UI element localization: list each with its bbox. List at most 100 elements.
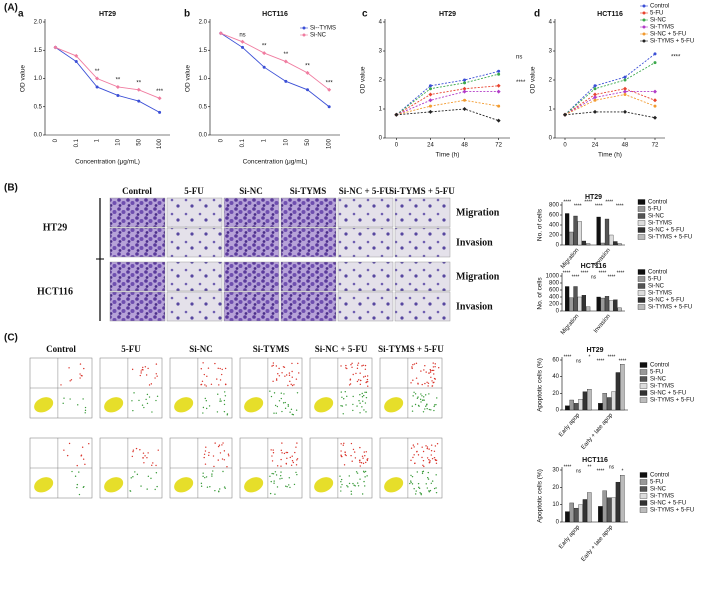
legend-swatch (637, 220, 646, 226)
legend-label: Si-NC (650, 377, 667, 383)
bar (569, 502, 574, 523)
event-dot (347, 486, 349, 488)
event-dot (281, 452, 283, 454)
event-dot (417, 482, 420, 485)
bar (620, 475, 625, 523)
event-dot (203, 453, 206, 455)
chart-title: HT29 (586, 347, 603, 354)
event-dot (152, 462, 154, 464)
event-dot (433, 404, 436, 406)
event-dot (282, 366, 285, 368)
event-dot (285, 462, 287, 465)
annotation: ns (239, 32, 245, 38)
event-dot (412, 456, 414, 459)
column-header: Si-TYMS + 5-FU (378, 344, 444, 354)
event-dot (154, 488, 156, 491)
x-tick-label: 1 (95, 138, 101, 142)
bar (581, 295, 587, 312)
event-dot (350, 442, 353, 445)
event-dot (289, 411, 291, 413)
legend-label: Si-NC (310, 33, 327, 39)
event-dot (352, 409, 354, 412)
event-dot (285, 451, 287, 454)
event-dot (221, 444, 223, 446)
event-dot (77, 404, 79, 406)
event-dot (69, 398, 71, 400)
event-dot (348, 475, 350, 477)
event-dot (421, 395, 423, 397)
chart-letter: a (18, 9, 24, 20)
bar (565, 511, 570, 523)
point (95, 76, 100, 81)
event-dot (359, 465, 361, 467)
event-dot (200, 482, 203, 485)
event-dot (223, 450, 226, 452)
event-dot (364, 470, 367, 473)
event-dot (69, 380, 71, 382)
event-dot (416, 450, 418, 453)
event-dot (156, 395, 159, 397)
event-dot (203, 456, 205, 459)
annotation: **** (563, 270, 571, 276)
point (593, 109, 597, 114)
annotation: ns (516, 54, 522, 60)
event-dot (362, 364, 364, 366)
event-dot (209, 486, 211, 488)
micrograph (109, 291, 166, 322)
event-dot (293, 384, 295, 386)
legend-label: Control (650, 4, 669, 10)
event-dot (271, 460, 274, 462)
x-tick-label: 72 (652, 143, 659, 149)
event-dot (430, 369, 432, 372)
point (428, 87, 432, 91)
event-dot (145, 374, 148, 376)
event-dot (359, 394, 361, 396)
micrograph (166, 261, 223, 292)
event-dot (413, 454, 415, 456)
annotation: ns (609, 464, 615, 470)
legend-label: Si-TYMS (650, 494, 674, 500)
event-dot (340, 490, 342, 492)
event-dot (364, 391, 366, 393)
event-dot (433, 487, 436, 490)
legend-swatch (642, 39, 646, 43)
event-dot (79, 373, 81, 375)
event-dot (223, 459, 226, 461)
bar (596, 216, 601, 246)
event-dot (431, 380, 433, 382)
event-dot (84, 463, 86, 466)
micrograph (337, 261, 394, 292)
event-dot (419, 398, 422, 401)
event-dot (433, 377, 436, 380)
event-dot (362, 462, 365, 465)
event-dot (351, 366, 353, 369)
event-dot (148, 384, 151, 386)
event-dot (66, 454, 69, 457)
event-dot (340, 480, 342, 483)
point (74, 60, 78, 64)
y-tick-label: 800 (549, 281, 560, 287)
point (623, 75, 627, 79)
event-dot (361, 392, 363, 395)
event-dot (271, 455, 273, 457)
event-dot (421, 471, 424, 473)
point (394, 112, 399, 117)
event-dot (424, 382, 426, 385)
event-dot (288, 372, 291, 374)
annotation: **** (616, 203, 624, 209)
legend-swatch (637, 304, 646, 310)
event-dot (411, 410, 414, 412)
y-tick-label: 1 (379, 107, 383, 113)
series-line (220, 32, 330, 108)
event-dot (208, 454, 210, 457)
event-dot (275, 378, 278, 380)
event-dot (205, 407, 208, 410)
event-dot (340, 443, 342, 445)
event-dot (224, 383, 227, 386)
bar (600, 297, 605, 312)
event-dot (290, 464, 293, 466)
event-dot (424, 408, 426, 410)
event-dot (359, 383, 362, 386)
event-dot (142, 366, 144, 369)
x-tick-label: 0 (395, 143, 399, 149)
